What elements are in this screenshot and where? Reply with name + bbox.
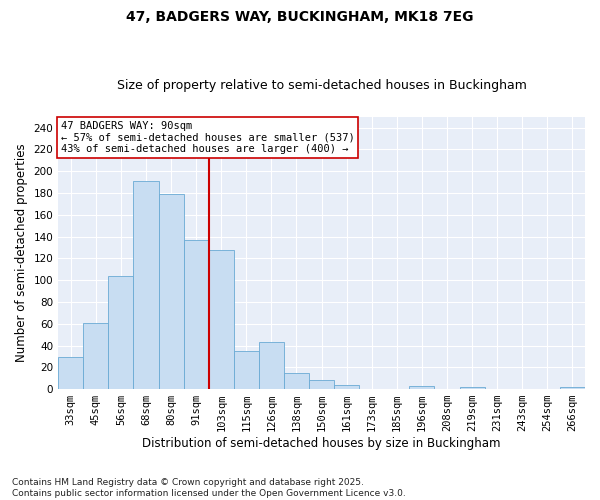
Bar	[109, 276, 133, 389]
Bar	[334, 384, 359, 389]
Bar	[560, 387, 585, 389]
Bar	[284, 372, 309, 389]
Bar	[83, 322, 109, 389]
Text: 47, BADGERS WAY, BUCKINGHAM, MK18 7EG: 47, BADGERS WAY, BUCKINGHAM, MK18 7EG	[126, 10, 474, 24]
Text: 47 BADGERS WAY: 90sqm
← 57% of semi-detached houses are smaller (537)
43% of sem: 47 BADGERS WAY: 90sqm ← 57% of semi-deta…	[61, 121, 355, 154]
Y-axis label: Number of semi-detached properties: Number of semi-detached properties	[15, 144, 28, 362]
Bar	[158, 194, 184, 389]
X-axis label: Distribution of semi-detached houses by size in Buckingham: Distribution of semi-detached houses by …	[142, 437, 501, 450]
Title: Size of property relative to semi-detached houses in Buckingham: Size of property relative to semi-detach…	[116, 79, 527, 92]
Bar	[209, 250, 234, 389]
Text: Contains HM Land Registry data © Crown copyright and database right 2025.
Contai: Contains HM Land Registry data © Crown c…	[12, 478, 406, 498]
Bar	[460, 387, 485, 389]
Bar	[409, 386, 434, 389]
Bar	[234, 351, 259, 389]
Bar	[184, 240, 209, 389]
Bar	[58, 358, 83, 389]
Bar	[309, 380, 334, 389]
Bar	[133, 181, 158, 389]
Bar	[259, 342, 284, 389]
